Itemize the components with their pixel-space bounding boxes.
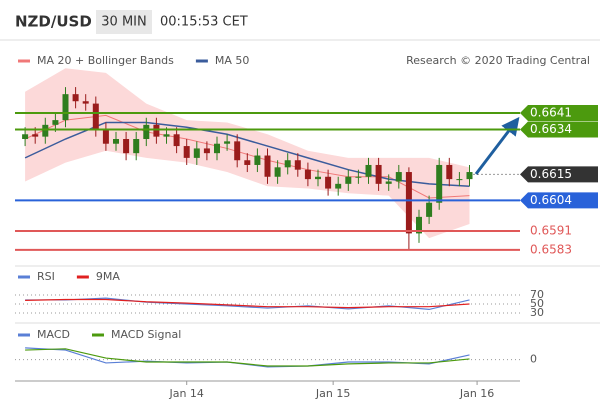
- forecast-arrow: [474, 116, 520, 175]
- candle-body: [315, 176, 321, 180]
- candle-body: [153, 124, 160, 137]
- candle-body: [365, 164, 372, 177]
- candle-body: [133, 139, 140, 154]
- level-label-box: [520, 192, 598, 209]
- line: [25, 348, 470, 367]
- symbol: NZD/USD: [15, 13, 92, 31]
- candle-body: [113, 139, 119, 144]
- candle-body: [284, 160, 291, 168]
- level-label: 0.6641: [530, 106, 572, 120]
- candle-body: [92, 103, 99, 130]
- candle-body: [395, 172, 402, 182]
- candle-body: [102, 129, 109, 144]
- candle-body: [325, 176, 332, 189]
- level-label: 0.6604: [530, 193, 572, 207]
- level-label: 0.6634: [530, 122, 572, 136]
- candle-body: [446, 164, 453, 180]
- level-label-box: [520, 121, 598, 138]
- candle-body: [82, 101, 89, 104]
- candle-body: [416, 216, 422, 234]
- candle-body: [183, 146, 190, 158]
- legend-label: MA 50: [215, 54, 250, 67]
- legend-label: MACD: [37, 328, 70, 341]
- candle-body: [214, 143, 220, 154]
- candle-body: [244, 160, 251, 165]
- candle-body: [224, 141, 231, 144]
- level-label: 0.6615: [530, 167, 572, 181]
- candle-body: [335, 183, 342, 189]
- candle-body: [143, 124, 150, 139]
- y-tick-label: 70: [530, 288, 544, 301]
- interval: 30 MIN: [101, 15, 146, 30]
- candle-body: [193, 148, 200, 158]
- legend-label: MACD Signal: [111, 328, 181, 341]
- y-tick-label: 50: [530, 297, 544, 310]
- candle-body: [234, 141, 241, 161]
- candle-body: [466, 172, 473, 180]
- y-tick-label: 0: [530, 353, 537, 366]
- candle-body: [163, 134, 170, 137]
- candle-body: [385, 181, 392, 184]
- candle-body: [405, 172, 412, 234]
- x-tick-label: Jan 14: [168, 387, 203, 400]
- level-label: 0.6591: [530, 224, 572, 238]
- candle-body: [32, 134, 39, 137]
- candle-body: [72, 94, 79, 102]
- candle-body: [123, 139, 130, 154]
- candle-body: [375, 164, 382, 184]
- candle-body: [254, 155, 261, 165]
- note: Research © 2020 Trading Central: [406, 54, 590, 67]
- level-label: 0.6583: [530, 242, 572, 256]
- candle-body: [355, 176, 362, 178]
- level-label-box: [520, 166, 598, 183]
- candle-body: [274, 167, 281, 177]
- legend-label: MA 20 + Bollinger Bands: [37, 54, 174, 67]
- candle-body: [42, 124, 49, 137]
- x-tick-label: Jan 15: [315, 387, 350, 400]
- x-tick-label: Jan 16: [459, 387, 494, 400]
- candle-body: [294, 160, 301, 170]
- candle-body: [436, 164, 443, 203]
- legend-label: 9MA: [96, 270, 120, 283]
- line: [25, 298, 470, 309]
- candle-body: [456, 179, 463, 181]
- candle-body: [203, 148, 210, 154]
- candle-body: [345, 176, 352, 184]
- candle-body: [173, 134, 180, 147]
- candle-body: [22, 134, 29, 139]
- level-label-box: [520, 105, 598, 122]
- candle-body: [62, 94, 69, 121]
- candle-body: [52, 120, 59, 125]
- time: 00:15:53 CET: [160, 15, 248, 30]
- candle-body: [264, 155, 271, 177]
- candle-body: [304, 169, 311, 180]
- y-tick-label: 30: [530, 306, 544, 319]
- line: [24, 121, 470, 187]
- legend-label: RSI: [37, 270, 55, 283]
- interval-box: [96, 10, 152, 34]
- candle-body: [426, 202, 433, 217]
